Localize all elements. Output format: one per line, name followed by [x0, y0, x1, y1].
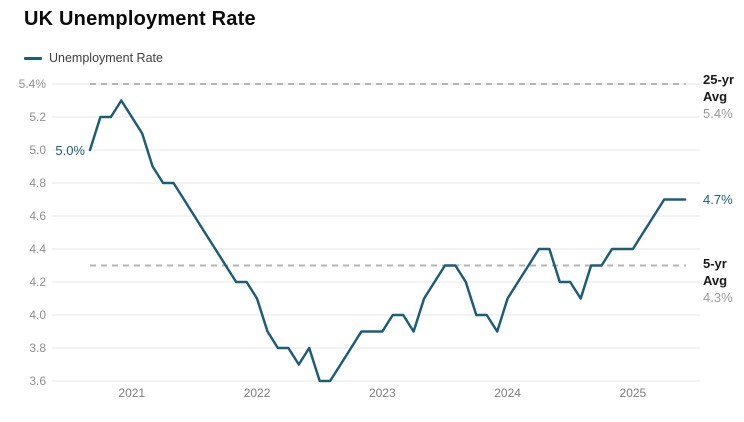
page-title: UK Unemployment Rate — [24, 8, 256, 30]
x-tick-label: 2023 — [369, 386, 396, 400]
x-tick-label: 2021 — [118, 386, 145, 400]
y-tick-label: 4.6 — [29, 209, 46, 223]
legend: Unemployment Rate — [24, 51, 163, 65]
y-tick-label: 5.4% — [19, 77, 47, 91]
y-tick-label: 5.0 — [29, 143, 46, 157]
y-tick-label: 4.0 — [29, 308, 46, 322]
annotation-5yr-label-line2: Avg — [703, 273, 728, 288]
y-tick-label: 4.4 — [29, 242, 46, 256]
x-tick-label: 2025 — [620, 386, 647, 400]
annotation-5yr-value: 4.3% — [703, 290, 733, 305]
unemployment-rate-line — [88, 99, 687, 383]
last-value-label: 4.7% — [703, 192, 733, 207]
y-tick-label: 4.2 — [29, 275, 46, 289]
annotation-5yr-avg: 5-yr Avg 4.3% — [703, 255, 733, 306]
unemployment-line-chart: 5.4% 5.2 5.0 4.8 4.6 4.4 4.2 4.0 3.8 3.6 2021 2022 2… — [19, 77, 700, 400]
legend-line-swatch — [24, 56, 42, 60]
x-tick-label: 2022 — [244, 386, 271, 400]
annotation-5yr-label-line1: 5-yr — [703, 256, 727, 271]
legend-label: Unemployment Rate — [49, 51, 163, 65]
y-tick-label: 3.8 — [29, 341, 46, 355]
annotation-25yr-value: 5.4% — [703, 106, 733, 121]
y-tick-label: 4.8 — [29, 176, 46, 190]
y-tick-label: 3.6 — [29, 374, 46, 388]
x-tick-label: 2024 — [494, 386, 521, 400]
annotation-25yr-avg: 25-yr Avg 5.4% — [703, 71, 734, 122]
first-value-label: 5.0% — [55, 143, 85, 158]
annotation-25yr-label-line1: 25-yr — [703, 72, 735, 87]
annotation-25yr-label-line2: Avg — [703, 89, 728, 104]
y-tick-label: 5.2 — [29, 110, 46, 124]
